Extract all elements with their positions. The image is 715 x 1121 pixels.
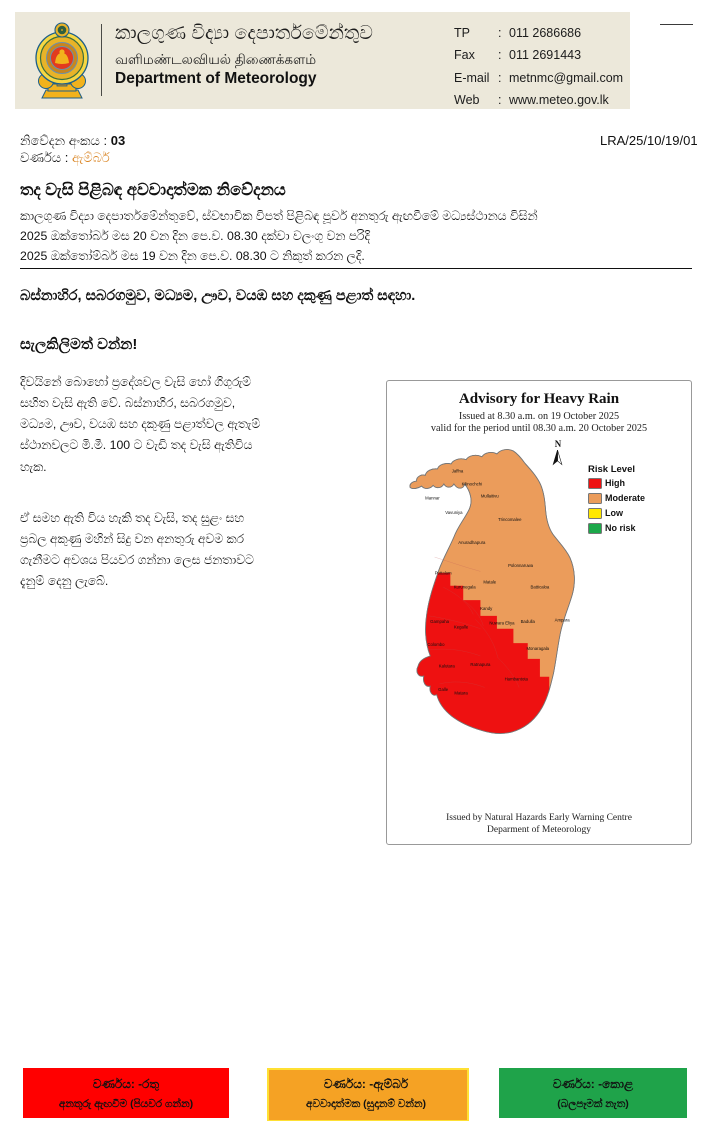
svg-text:Colombo: Colombo — [427, 642, 445, 647]
svg-text:Kurunegala: Kurunegala — [454, 585, 477, 590]
svg-text:Hambantota: Hambantota — [505, 676, 529, 681]
svg-text:Puttalam: Puttalam — [435, 570, 452, 575]
svg-text:Batticaloa: Batticaloa — [531, 585, 550, 590]
svg-text:Badulla: Badulla — [521, 619, 536, 624]
svg-text:Nuwara Eliya: Nuwara Eliya — [489, 620, 515, 625]
svg-text:Matale: Matale — [483, 580, 496, 585]
svg-text:Ampara: Ampara — [555, 618, 571, 623]
svg-text:Jaffna: Jaffna — [452, 469, 464, 474]
svg-text:Kalutara: Kalutara — [439, 663, 456, 668]
svg-text:Gampaha: Gampaha — [430, 619, 449, 624]
svg-text:Monaragala: Monaragala — [526, 646, 549, 651]
svg-text:Galle: Galle — [438, 687, 449, 692]
svg-text:Vavuniya: Vavuniya — [445, 510, 463, 515]
svg-text:Matara: Matara — [454, 691, 468, 696]
svg-text:Kandy: Kandy — [480, 606, 493, 611]
svg-text:Mannar: Mannar — [425, 496, 440, 501]
svg-text:Kegalle: Kegalle — [454, 625, 469, 630]
svg-text:Mullaitivu: Mullaitivu — [481, 494, 499, 499]
svg-text:Ratnapura: Ratnapura — [470, 662, 491, 667]
svg-text:Polonnaruwa: Polonnaruwa — [508, 563, 534, 568]
svg-text:Kilinochchi: Kilinochchi — [462, 481, 483, 486]
svg-text:Anuradhapura: Anuradhapura — [458, 540, 486, 545]
svg-text:Trincomalee: Trincomalee — [498, 517, 522, 522]
